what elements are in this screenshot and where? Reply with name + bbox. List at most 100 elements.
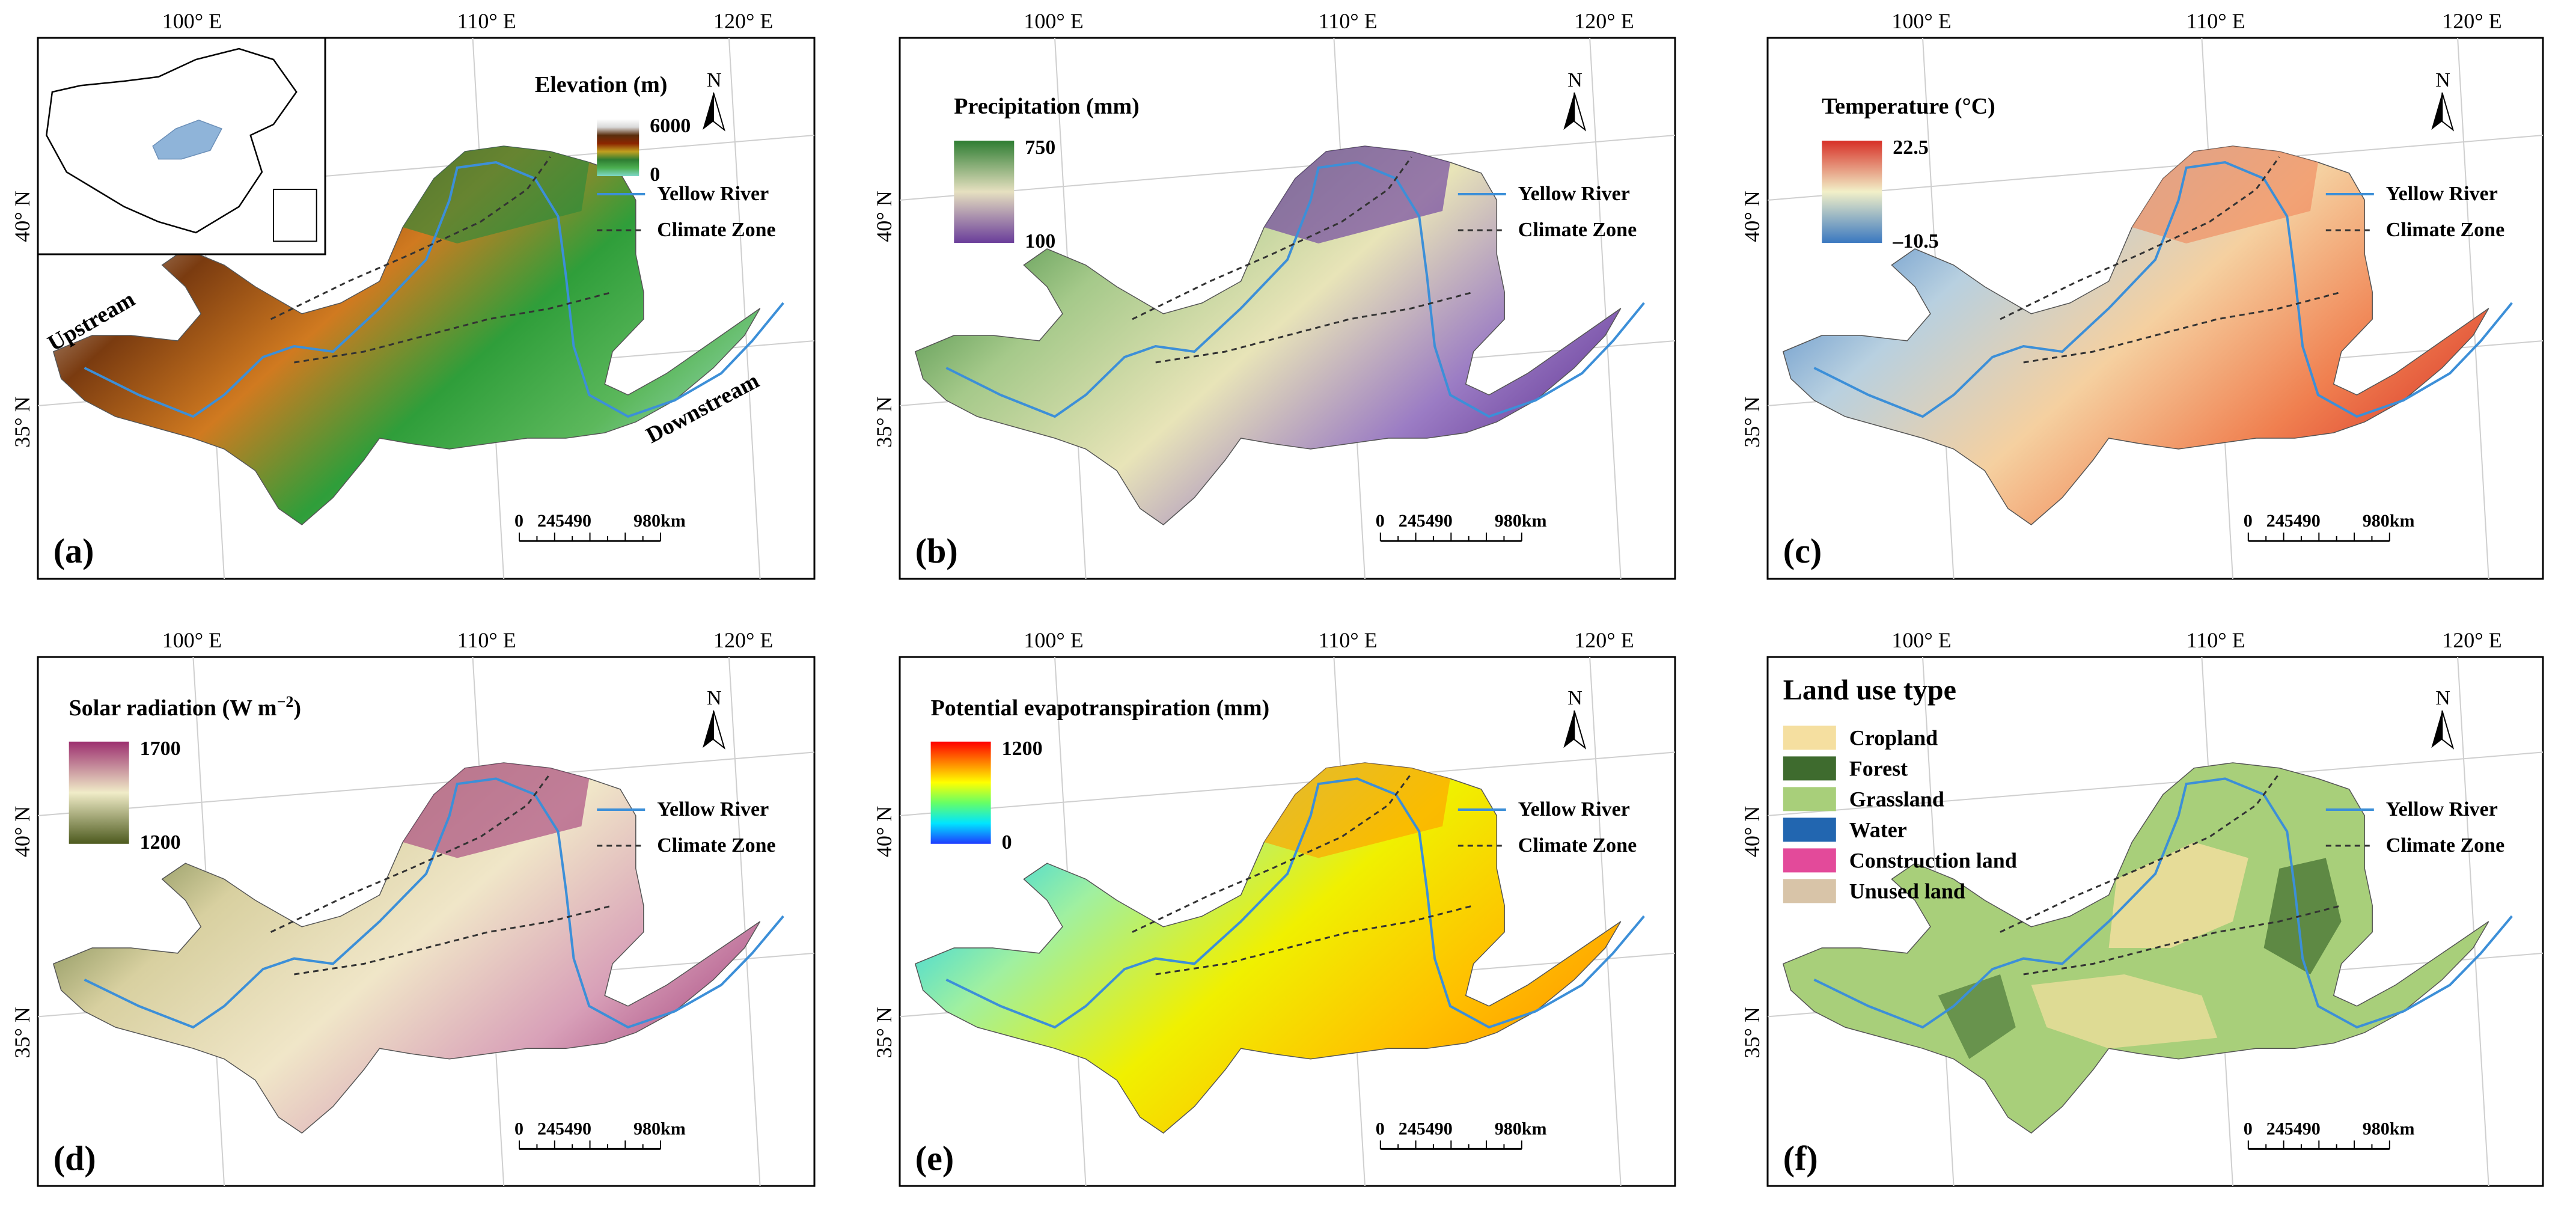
lon-label: 120° E bbox=[2442, 9, 2501, 33]
lat-label: 35° N bbox=[10, 1007, 34, 1058]
forest-patch bbox=[1938, 974, 2016, 1059]
lat-label: 40° N bbox=[10, 806, 34, 857]
panel-b: 100° E 110° E 120° E 40° N 35° N Precipitatio… bbox=[872, 9, 1676, 580]
lon-label: 110° E bbox=[1319, 9, 1378, 33]
inset-basin bbox=[152, 119, 223, 160]
scale-label: 0 bbox=[514, 1119, 523, 1138]
legend-title-superscript: −2 bbox=[277, 693, 294, 710]
north-label: N bbox=[1567, 687, 1583, 709]
panel-a: 100° E 110° E 120° E 40° N 35° N Elevation (m… bbox=[10, 9, 816, 580]
graticule-parallel bbox=[1767, 135, 2544, 201]
lat-label: 35° N bbox=[1740, 1007, 1764, 1058]
north-arrow-icon bbox=[713, 710, 725, 750]
legend-min-value: 1200 bbox=[140, 831, 181, 854]
panel-e: 100° E 110° E 120° E 40° N 35° N Potential ev… bbox=[872, 628, 1676, 1187]
legend-class-label: Construction land bbox=[1849, 848, 2017, 872]
scale-label: 980km bbox=[633, 1119, 686, 1138]
lon-label: 120° E bbox=[713, 9, 773, 33]
graticule-meridian bbox=[1589, 37, 1622, 579]
legend-swatch-cropland bbox=[1783, 726, 1836, 750]
legend-zone-label: Climate Zone bbox=[657, 219, 775, 241]
graticule-parallel bbox=[37, 751, 815, 816]
basin-north-tint bbox=[1264, 146, 1450, 243]
lon-label: 110° E bbox=[457, 9, 516, 33]
panel-label: (e) bbox=[915, 1139, 954, 1178]
north-arrow-icon bbox=[713, 92, 725, 132]
basin-shape bbox=[1782, 145, 2489, 525]
panel-label: (a) bbox=[53, 531, 94, 570]
graticule-parallel bbox=[899, 751, 1676, 816]
legend-max-value: 6000 bbox=[650, 115, 691, 137]
legend-river-label: Yellow River bbox=[1518, 798, 1630, 820]
lon-label: 110° E bbox=[457, 628, 516, 652]
scale-label: 245490 bbox=[2266, 511, 2321, 531]
legend-max-value: 22.5 bbox=[1893, 136, 1929, 159]
lat-label: 35° N bbox=[1740, 396, 1764, 447]
climate-zone-line bbox=[1155, 291, 1474, 364]
panel-f: 100° E 110° E 120° E 40° N 35° N Land use typ… bbox=[1740, 628, 2544, 1187]
scale-label: 980km bbox=[1495, 511, 1547, 531]
legend-min-value: –10.5 bbox=[1892, 230, 1939, 252]
north-arrow-icon bbox=[1573, 710, 1587, 750]
legend-max-value: 1700 bbox=[140, 738, 181, 760]
north-arrow-icon bbox=[1563, 93, 1575, 130]
climate-zone-line bbox=[2000, 156, 2280, 320]
climate-zone-line bbox=[294, 905, 613, 976]
basin-shape bbox=[914, 762, 1622, 1134]
graticule-parallel bbox=[1767, 751, 2544, 816]
legend-title: Potential evapotranspiration (mm) bbox=[931, 695, 1270, 721]
scale-label: 980km bbox=[1495, 1119, 1547, 1138]
basin-north-tint bbox=[1264, 763, 1450, 858]
legend-zone-label: Climate Zone bbox=[2386, 219, 2504, 241]
legend-min-value: 0 bbox=[1002, 831, 1012, 854]
graticule-meridian bbox=[1589, 656, 1622, 1187]
legend-class-label: Water bbox=[1849, 817, 1907, 842]
legend-class-label: Cropland bbox=[1849, 726, 1938, 750]
scale-label: 0 bbox=[2244, 511, 2253, 531]
lat-label: 40° N bbox=[872, 806, 896, 857]
forest-patch bbox=[2263, 858, 2342, 974]
climate-zone-line bbox=[270, 772, 551, 933]
legend-river-label: Yellow River bbox=[657, 798, 769, 820]
panel-label: (f) bbox=[1783, 1139, 1818, 1178]
scale-label: 0 bbox=[1376, 511, 1385, 531]
colorbar bbox=[954, 141, 1015, 243]
scale-label: 245490 bbox=[1399, 1119, 1453, 1138]
colorbar bbox=[1822, 141, 1882, 243]
colorbar bbox=[930, 741, 991, 844]
legend-river-label: Yellow River bbox=[2386, 798, 2498, 820]
north-label: N bbox=[2435, 687, 2450, 709]
lon-label: 100° E bbox=[1891, 9, 1951, 33]
scale-label: 245490 bbox=[2266, 1119, 2321, 1138]
scale-label: 245490 bbox=[537, 1119, 591, 1138]
basin-shape bbox=[52, 762, 761, 1134]
cropland-patch bbox=[2031, 974, 2218, 1049]
climate-zone-line bbox=[1155, 905, 1474, 976]
lat-label: 40° N bbox=[872, 191, 896, 242]
legend-class-label: Grassland bbox=[1849, 787, 1944, 811]
graticule-meridian bbox=[2457, 656, 2489, 1187]
legend-swatch-water bbox=[1783, 817, 1836, 842]
lon-label: 100° E bbox=[1024, 9, 1083, 33]
lon-label: 110° E bbox=[1319, 628, 1378, 652]
lat-label: 35° N bbox=[872, 396, 896, 447]
legend-max-value: 1200 bbox=[1002, 738, 1043, 760]
legend-title: Land use type bbox=[1783, 674, 1956, 706]
inset-south-sea-box bbox=[272, 189, 317, 242]
colorbar bbox=[69, 741, 129, 844]
lat-label: 40° N bbox=[1740, 191, 1764, 242]
scale-label: 0 bbox=[1376, 1119, 1385, 1138]
climate-zone-line bbox=[1132, 156, 1412, 320]
yellow-river-line bbox=[1813, 777, 2513, 1029]
legend-zone-label: Climate Zone bbox=[657, 834, 775, 857]
legend-river-label: Yellow River bbox=[1518, 183, 1630, 205]
panel-d: 100° E 110° E 120° E 40° N 35° N Solar radiat… bbox=[10, 628, 816, 1187]
north-arrow-icon bbox=[1563, 710, 1575, 748]
panel-c: 100° E 110° E 120° E 40° N 35° N Temperature … bbox=[1740, 9, 2544, 580]
legend-max-value: 750 bbox=[1025, 136, 1055, 159]
basin-shape bbox=[52, 145, 761, 525]
basin-north-tint bbox=[403, 146, 590, 243]
climate-zone-line bbox=[1132, 772, 1412, 933]
north-label: N bbox=[707, 69, 722, 91]
